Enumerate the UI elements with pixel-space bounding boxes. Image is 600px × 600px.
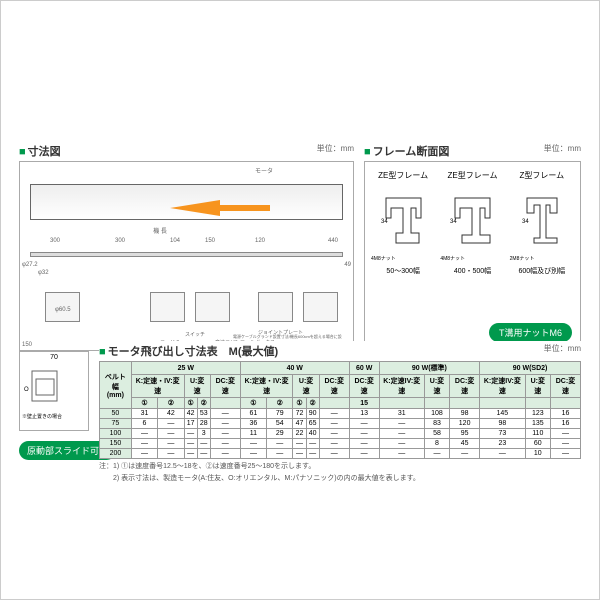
dimension-diagram: モータ 機 長 300 300 104 150 120 440 φ27.2 φ3… (19, 161, 354, 351)
frame-profile: ZE型フレーム 34 4M8ナット 400・500幅 (440, 170, 504, 315)
frame-profile: Z型フレーム 34 2M8ナット 600幅及び別幅 (510, 170, 574, 315)
svg-text:O: O (24, 387, 29, 393)
frame-title: フレーム断面図単位：mm (364, 141, 581, 161)
svg-text:34: 34 (450, 219, 457, 225)
unit-label: 単位：mm (317, 143, 354, 154)
frame-profile: ZE型フレーム 34 4M8ナット 50～300幅 (371, 170, 435, 315)
table-note: 2) 表示寸法は、製造モータ(A:住友、O:オリエンタル、M:パナソニック)の内… (99, 474, 581, 483)
motor-table: ベルト幅(mm)25 W40 W60 W90 W(標準)90 W(SD2)K:定… (99, 361, 581, 459)
rail-top-view (30, 252, 343, 257)
detail-box: 70 O ※壁止置きの場合 (19, 351, 89, 431)
frame-diagram: ZE型フレーム 34 4M8ナット 50～300幅 ZE型フレーム 34 4M8… (364, 161, 581, 351)
tnut-badge: T溝用ナットM6 (489, 323, 572, 342)
motor-table-title: モータ飛び出し寸法表 M(最大値)単位：mm (99, 341, 581, 361)
dimensions-title: 寸法図単位：mm (19, 141, 354, 161)
svg-text:34: 34 (381, 219, 388, 225)
direction-arrow (170, 200, 220, 216)
table-note: 注：1) ①は速度番号12.5～18を、②は速度番号25～180を示します。 (99, 462, 581, 471)
svg-text:34: 34 (522, 219, 529, 225)
